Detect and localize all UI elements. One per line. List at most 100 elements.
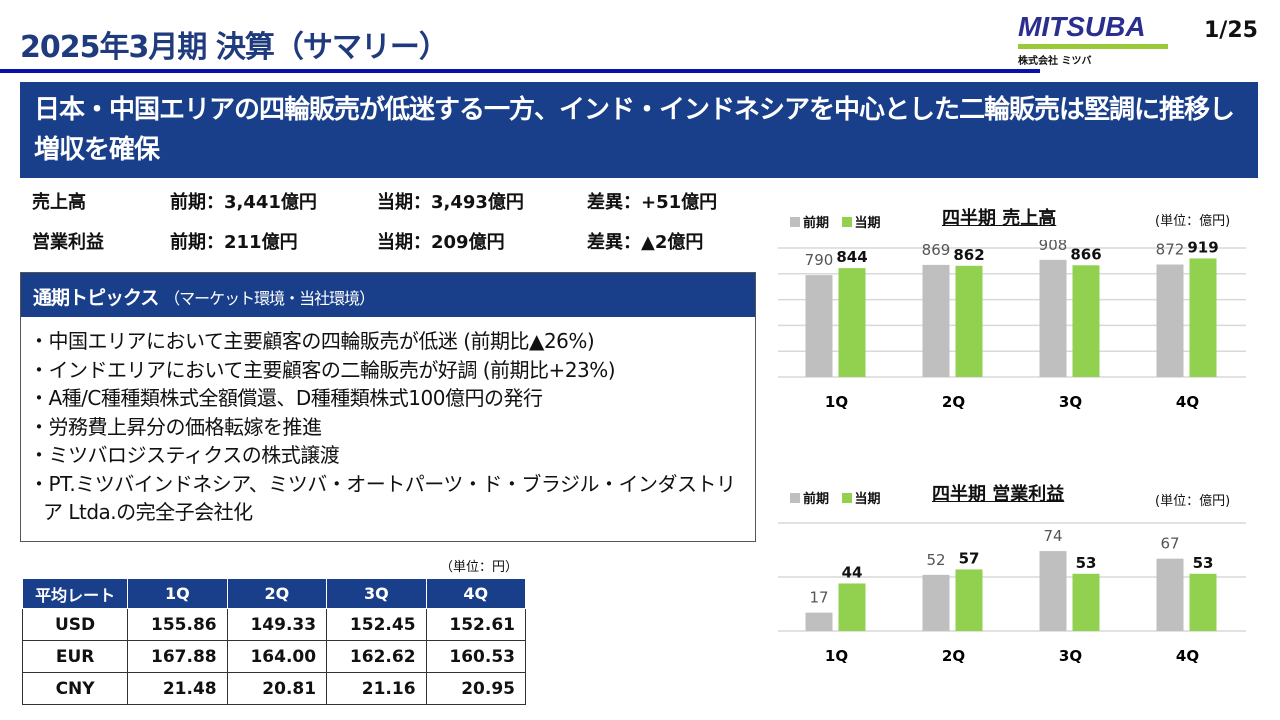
- cell: USD: [21, 608, 129, 641]
- exchange-rate-table: 平均レート 1Q 2Q 3Q 4Q USD 155.86 149.33 152.45 1…: [21, 578, 527, 705]
- x-tick-label: 3Q: [1059, 393, 1082, 411]
- logo-wordmark: MITSUBA: [1018, 11, 1146, 42]
- bar-curr: [838, 268, 866, 377]
- data-label: 844: [836, 248, 867, 266]
- list-item: ・PT.ミツバインドネシア、ミツバ・オートパーツ・ド・ブラジル・インダストリア …: [29, 471, 736, 525]
- company-logo: MITSUBA 株式会社 ミツバ: [1018, 12, 1170, 67]
- data-label: 790: [805, 251, 834, 269]
- cell: 20.81: [226, 672, 328, 705]
- legend-swatch-prev: [790, 217, 800, 227]
- bar-prev: [805, 275, 833, 377]
- legend-swatch-curr: [841, 493, 852, 503]
- metric-diff: 差異：▲2億円: [587, 232, 704, 253]
- legend-prev: 前期: [803, 492, 830, 507]
- column-header: 3Q: [326, 578, 427, 609]
- metric-label: 売上高: [32, 192, 86, 213]
- cell: 20.95: [425, 672, 527, 705]
- metric-curr: 当期：3,493億円: [377, 192, 524, 213]
- cell: 160.53: [425, 640, 527, 673]
- data-label: 53: [1193, 554, 1214, 572]
- logo-subtext: 株式会社 ミツバ: [1018, 56, 1092, 67]
- data-label: 919: [1187, 240, 1218, 256]
- title-divider: [0, 69, 1040, 73]
- legend-swatch-prev: [790, 493, 800, 503]
- column-header: 4Q: [425, 578, 527, 609]
- legend-prev: 前期: [803, 216, 830, 231]
- x-tick-label: 4Q: [1176, 647, 1199, 665]
- list-item: ・インドエリアにおいて主要顧客の二輪販売が好調 (前期比+23%): [29, 357, 616, 382]
- cell: 155.86: [127, 608, 228, 641]
- metric-label: 営業利益: [32, 232, 104, 253]
- list-item: ・ミツバロジスティクスの株式譲渡: [29, 443, 340, 467]
- page-number: 1/25: [1204, 18, 1258, 43]
- metric-diff: 差異：+51億円: [587, 192, 718, 213]
- bar-curr: [1189, 573, 1217, 631]
- x-tick-label: 1Q: [825, 647, 848, 665]
- data-label: 57: [959, 549, 980, 567]
- data-label: 52: [926, 551, 945, 569]
- bar-prev: [922, 264, 950, 377]
- bar-prev: [922, 574, 950, 631]
- rate-unit: （単位：円）: [440, 560, 519, 575]
- data-label: 67: [1160, 535, 1179, 553]
- data-label: 908: [1039, 240, 1068, 254]
- topics-list: ・中国エリアにおいて主要顧客の四輪販売が低迷 (前期比▲26%) ・インドエリア…: [21, 317, 755, 537]
- list-item: ・中国エリアにおいて主要顧客の四輪販売が低迷 (前期比▲26%): [29, 329, 595, 353]
- list-item: ・A種/C種種類株式全額償還、D種種類株式100億円の発行: [29, 386, 543, 410]
- data-label: 862: [953, 246, 984, 264]
- data-label: 869: [922, 241, 951, 259]
- data-label: 74: [1043, 527, 1062, 545]
- table-row: USD 155.86 149.33 152.45 152.61: [21, 608, 527, 641]
- metric-prev: 前期：3,441億円: [170, 192, 317, 213]
- topics-title: 通期トピックス: [33, 287, 159, 309]
- headline-banner: 日本・中国エリアの四輪販売が低迷する一方、インド・インドネシアを中心とした二輪販…: [20, 82, 1258, 178]
- bar-prev: [1039, 551, 1067, 631]
- profit-chart-unit: (単位：億円): [1155, 494, 1231, 509]
- bar-curr: [955, 569, 983, 631]
- cell: EUR: [21, 640, 129, 673]
- table-row: EUR 167.88 164.00 162.62 160.53: [21, 640, 527, 673]
- sales-legend: 前期 当期: [790, 212, 881, 231]
- list-item: ・労務費上昇分の価格転嫁を推進: [29, 414, 322, 439]
- column-header: 2Q: [226, 578, 328, 609]
- cell: 149.33: [226, 608, 328, 641]
- bar-prev: [1156, 264, 1184, 377]
- topics-header: 通期トピックス （マーケット環境・当社環境）: [21, 273, 755, 317]
- bar-curr: [955, 265, 983, 377]
- cell: 162.62: [326, 640, 427, 673]
- legend-curr: 当期: [854, 216, 881, 231]
- profit-chart: 17 44 1Q 52 57 2Q 74 53 3Q 67 53 4Q: [778, 522, 1246, 665]
- bar-curr: [1189, 258, 1217, 377]
- logo-bar: [1018, 44, 1168, 49]
- data-label: 872: [1156, 241, 1185, 259]
- cell: 152.45: [326, 608, 427, 641]
- x-tick-label: 1Q: [825, 393, 848, 411]
- data-label: 53: [1076, 554, 1097, 572]
- column-header: 1Q: [127, 578, 228, 609]
- cell: 21.16: [326, 672, 427, 705]
- cell: CNY: [21, 672, 129, 705]
- cell: 164.00: [226, 640, 328, 673]
- data-label: 17: [809, 589, 828, 607]
- metric-prev: 前期：211億円: [170, 232, 298, 253]
- legend-curr: 当期: [854, 492, 881, 507]
- column-header: 平均レート: [21, 578, 129, 609]
- table-header-row: 平均レート 1Q 2Q 3Q 4Q: [21, 578, 527, 609]
- topics-box: 通期トピックス （マーケット環境・当社環境） ・中国エリアにおいて主要顧客の四輪…: [20, 272, 756, 542]
- bar-curr: [1072, 573, 1100, 631]
- data-label: 44: [842, 563, 863, 581]
- topics-subtitle: （マーケット環境・当社環境）: [164, 289, 375, 308]
- bar-prev: [1156, 558, 1184, 631]
- profit-chart-title: 四半期 営業利益: [932, 484, 1065, 505]
- data-label: 866: [1070, 245, 1101, 263]
- metric-curr: 当期：209億円: [377, 232, 505, 253]
- sales-chart-unit: (単位：億円): [1155, 214, 1231, 229]
- cell: 21.48: [127, 672, 228, 705]
- bar-prev: [1039, 259, 1067, 377]
- x-tick-label: 2Q: [942, 647, 965, 665]
- bar-curr: [838, 583, 866, 631]
- cell: 167.88: [127, 640, 228, 673]
- bar-curr: [1072, 265, 1100, 377]
- sales-chart-title: 四半期 売上高: [942, 208, 1057, 229]
